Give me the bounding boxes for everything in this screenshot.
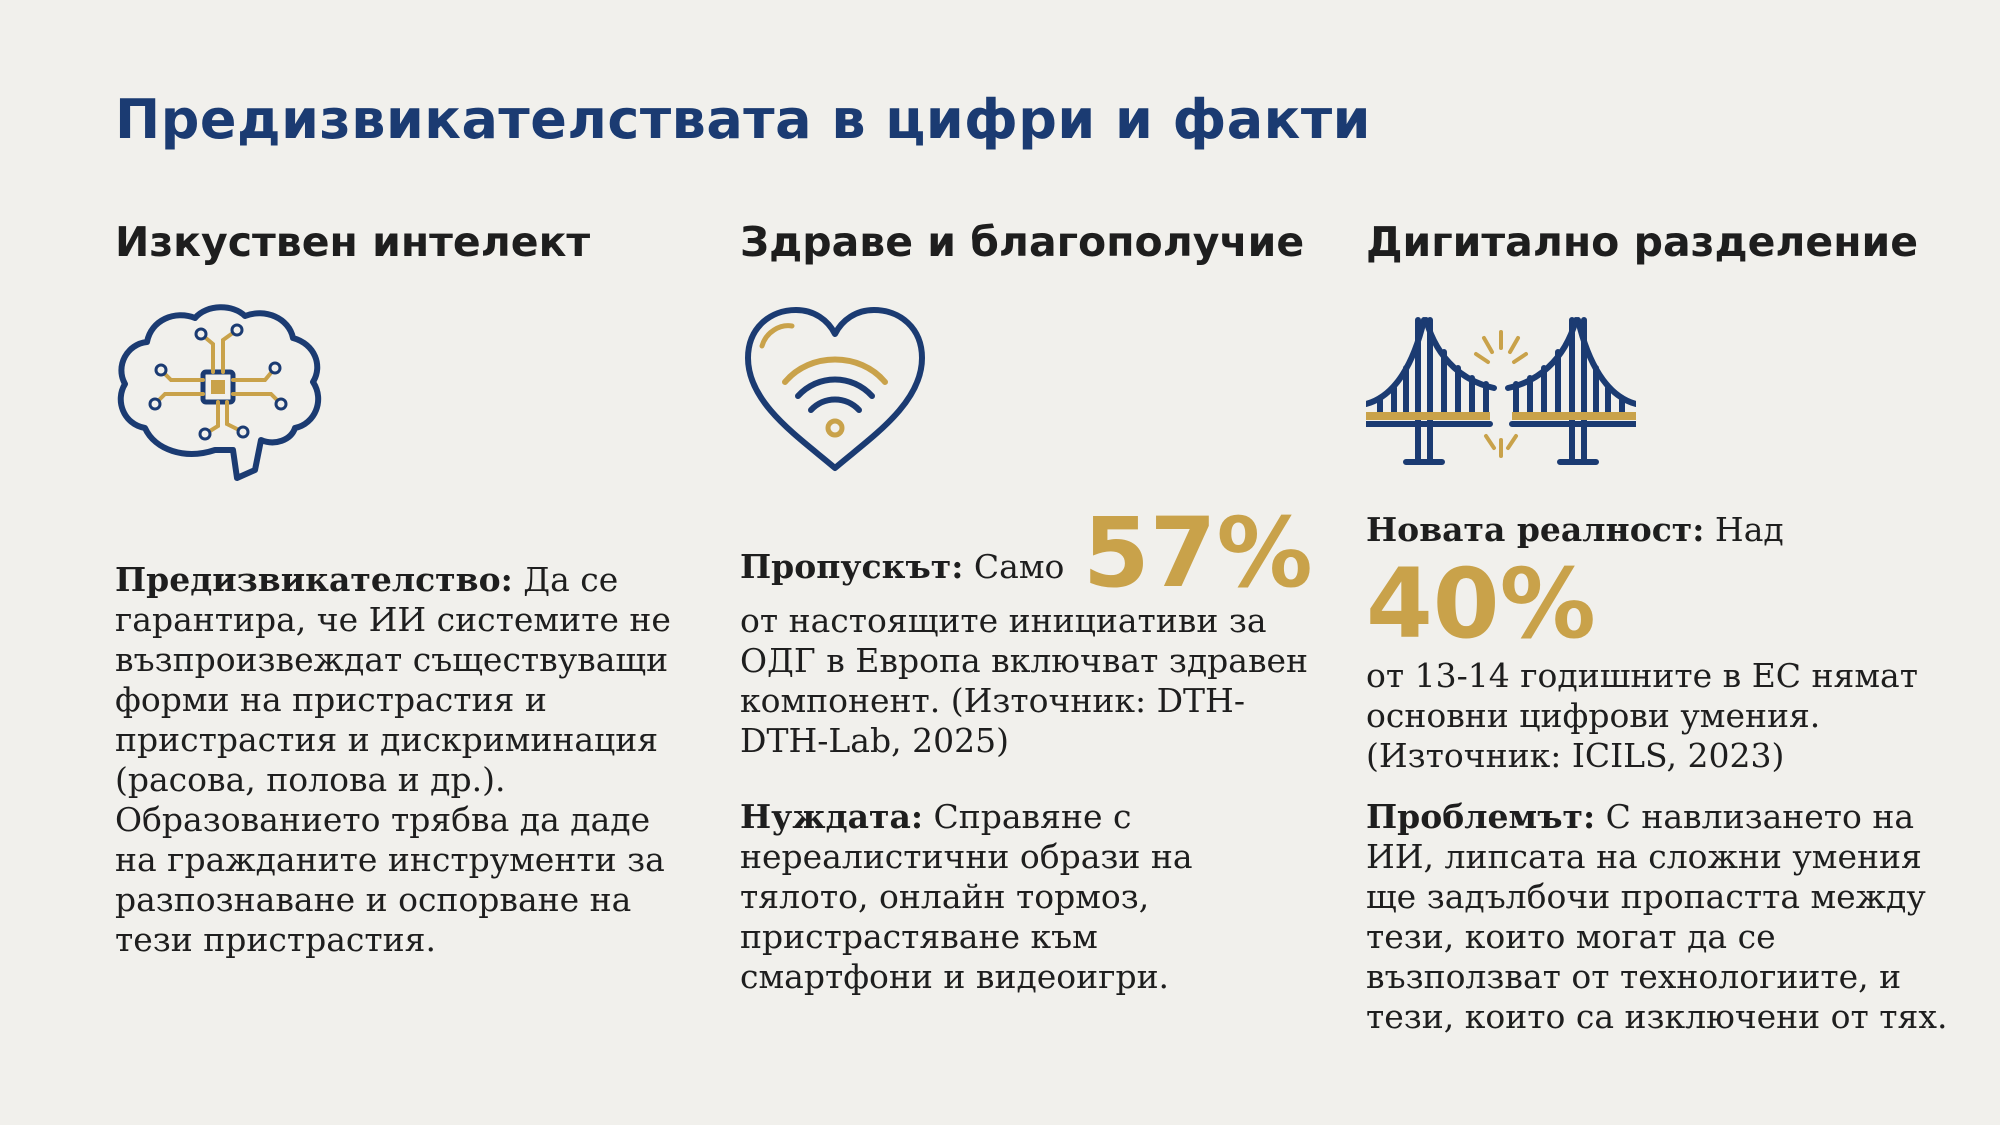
need-label: Нуждата:: [740, 797, 924, 836]
new-reality-text-before: Над: [1704, 510, 1784, 549]
gap-paragraph: Пропускът: Само 57% от настоящите инициат…: [740, 505, 1320, 761]
broken-bridge-icon: [1366, 317, 1636, 465]
page-title: Предизвикателствата в цифри и факти: [115, 88, 1371, 151]
gap-text-before: Само: [963, 547, 1075, 586]
column-health: Здраве и благополучие Пропускът: Само 57…: [740, 0, 1313, 1125]
new-reality-label: Новата реалност:: [1366, 510, 1705, 549]
need-text: Справяне с нереалистични образи на тялот…: [740, 797, 1193, 996]
problem-text: С навлизането на ИИ, липсата на сложни у…: [1366, 797, 1948, 1036]
heading-ai: Изкуствен интелект: [115, 218, 591, 266]
gap-label: Пропускът:: [740, 547, 964, 586]
stat-57-percent: 57%: [1082, 497, 1313, 609]
challenge-text: Да се гарантира, че ИИ системите не възп…: [115, 560, 671, 959]
gap-text-after: от настоящите инициативи за ОДГ в Европа…: [740, 601, 1309, 760]
problem-label: Проблемът:: [1366, 797, 1596, 836]
stat-40-percent: 40%: [1366, 548, 1596, 660]
heart-wifi-icon: [745, 307, 925, 471]
column-digital-divide: Дигитално разделение Новата реалност: На…: [1366, 0, 1966, 1125]
challenge-paragraph: Предизвикателство: Да се гарантира, че И…: [115, 560, 675, 960]
need-paragraph: Нуждата: Справяне с нереалистични образи…: [740, 797, 1300, 997]
heading-digital-divide: Дигитално разделение: [1366, 218, 1919, 266]
column-ai: Изкуствен интелект Предизвикателство: Да…: [115, 0, 675, 1125]
problem-paragraph: Проблемът: С навлизането на ИИ, липсата …: [1366, 797, 1966, 1037]
new-reality-text-after: от 13-14 годишните в ЕС нямат основни ци…: [1366, 656, 1918, 775]
challenge-label: Предизвикателство:: [115, 560, 513, 599]
brain-circuit-icon: [117, 304, 322, 481]
heading-health: Здраве и благополучие: [740, 218, 1305, 266]
new-reality-paragraph: Новата реалност: Над 40% от 13-14 годишнит…: [1366, 510, 1966, 776]
